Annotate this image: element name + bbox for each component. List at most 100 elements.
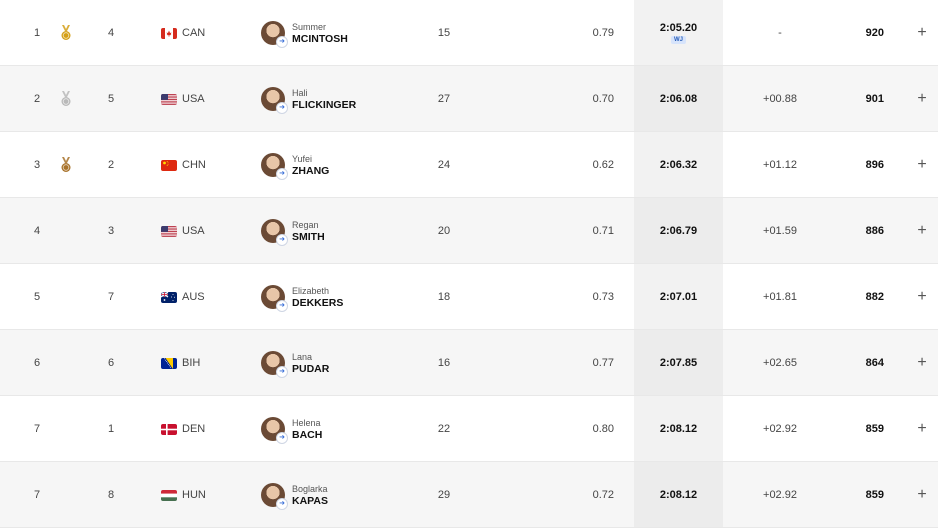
- reaction-time: 0.77: [592, 357, 614, 369]
- points: 859: [856, 396, 884, 462]
- time-value: 2:07.85: [659, 357, 698, 369]
- plus-icon: +: [917, 288, 927, 305]
- reaction-time: 0.71: [592, 225, 614, 237]
- country-code: HUN: [182, 489, 206, 501]
- athlete[interactable]: ➜ Regan SMITH: [261, 198, 325, 264]
- rank: 4: [33, 225, 41, 237]
- rank: 7: [33, 489, 41, 501]
- expand-row-button[interactable]: +: [914, 330, 930, 396]
- table-row[interactable]: 3 2 CHN ➜ Yufei ZHANG 24 0.62 2:06.32 +01.12 896 +: [0, 132, 938, 198]
- table-row[interactable]: 7 1 DEN ➜ Helena BACH 22 0.80 2:08.12 +02.92 859 +: [0, 396, 938, 462]
- age: 22: [437, 423, 451, 435]
- expand-row-button[interactable]: +: [914, 396, 930, 462]
- age: 27: [437, 93, 451, 105]
- time-value: 2:06.08: [659, 93, 698, 105]
- profile-link-icon: ➜: [276, 366, 288, 378]
- athlete-last-name: KAPAS: [292, 495, 328, 507]
- athlete[interactable]: ➜ Lana PUDAR: [261, 330, 329, 396]
- profile-link-icon: ➜: [276, 498, 288, 510]
- athlete-last-name: FLICKINGER: [292, 99, 357, 111]
- athlete-first-name: Hali: [292, 88, 308, 98]
- athlete-first-name: Helena: [292, 418, 321, 428]
- plus-icon: +: [917, 90, 927, 107]
- country: HUN: [161, 462, 206, 528]
- athlete[interactable]: ➜ Yufei ZHANG: [261, 132, 329, 198]
- result-time: 2:06.79: [634, 198, 723, 264]
- points: 896: [856, 132, 884, 198]
- athlete-first-name: Boglarka: [292, 484, 328, 494]
- points: 859: [856, 462, 884, 528]
- age: 15: [437, 27, 451, 39]
- table-row[interactable]: 7 8 HUN ➜ Boglarka KAPAS 29 0.72 2:08.12 +02.92 85…: [0, 462, 938, 528]
- expand-row-button[interactable]: +: [914, 132, 930, 198]
- age: 16: [437, 357, 451, 369]
- plus-icon: +: [917, 486, 927, 503]
- reaction-time: 0.73: [592, 291, 614, 303]
- points-value: 920: [865, 27, 884, 39]
- profile-link-icon: ➜: [276, 300, 288, 312]
- athlete[interactable]: ➜ Elizabeth DEKKERS: [261, 264, 343, 330]
- athlete[interactable]: ➜ Helena BACH: [261, 396, 322, 462]
- lane: 1: [107, 423, 115, 435]
- avatar: ➜: [261, 21, 288, 48]
- time-value: 2:06.32: [659, 159, 698, 171]
- plus-icon: +: [917, 354, 927, 371]
- athlete[interactable]: ➜ Hali FLICKINGER: [261, 66, 356, 132]
- country-code: USA: [182, 225, 205, 237]
- profile-link-icon: ➜: [276, 234, 288, 246]
- flag-icon: [161, 291, 177, 303]
- plus-icon: +: [917, 24, 927, 41]
- medal-cell: [58, 264, 74, 330]
- table-row[interactable]: 2 5 USA ➜ Hali FLICKINGER 27 0.70 2:06.08 +00.88 9…: [0, 66, 938, 132]
- rank: 1: [33, 27, 41, 39]
- athlete[interactable]: ➜ Boglarka KAPAS: [261, 462, 328, 528]
- lane: 3: [107, 225, 115, 237]
- expand-row-button[interactable]: +: [914, 198, 930, 264]
- flag-icon: [161, 225, 177, 237]
- flag-icon: [161, 489, 177, 501]
- avatar: ➜: [261, 219, 288, 246]
- rank: 6: [33, 357, 41, 369]
- rank: 5: [33, 291, 41, 303]
- result-time: 2:06.08: [634, 66, 723, 132]
- athlete-first-name: Summer: [292, 22, 327, 32]
- age: 20: [437, 225, 451, 237]
- points: 901: [856, 66, 884, 132]
- expand-row-button[interactable]: +: [914, 0, 930, 66]
- athlete-last-name: ZHANG: [292, 165, 330, 177]
- avatar: ➜: [261, 417, 288, 444]
- plus-icon: +: [917, 222, 927, 239]
- plus-icon: +: [917, 156, 927, 173]
- avatar: ➜: [261, 351, 288, 378]
- time-behind: +02.92: [763, 489, 797, 501]
- athlete-first-name: Regan: [292, 220, 319, 230]
- time-behind: -: [778, 27, 782, 39]
- athlete-last-name: BACH: [292, 429, 323, 441]
- avatar: ➜: [261, 87, 288, 114]
- points: 882: [856, 264, 884, 330]
- expand-row-button[interactable]: +: [914, 462, 930, 528]
- result-time: 2:05.20 WJ: [634, 0, 723, 66]
- lane: 7: [107, 291, 115, 303]
- rank: 3: [33, 159, 41, 171]
- country: CAN: [161, 0, 205, 66]
- athlete-last-name: SMITH: [292, 231, 325, 243]
- athlete[interactable]: ➜ Summer MCINTOSH: [261, 0, 348, 66]
- flag-icon: [161, 159, 177, 171]
- medal-cell: [58, 330, 74, 396]
- table-row[interactable]: 5 7 AUS ➜ Elizabeth DEKKERS 18 0.73 2:07.01 +01.8…: [0, 264, 938, 330]
- points-value: 896: [865, 159, 884, 171]
- table-row[interactable]: 6 6 BIH ➜ Lana PUDAR 16 0.77 2:07.85 +02.65 864 +: [0, 330, 938, 396]
- table-row[interactable]: 4 3 USA ➜ Regan SMITH 20 0.71 2:06.79 +01.59 886 +: [0, 198, 938, 264]
- expand-row-button[interactable]: +: [914, 66, 930, 132]
- country-code: DEN: [182, 423, 206, 435]
- result-time: 2:07.85: [634, 330, 723, 396]
- record-badge: WJ: [671, 36, 686, 44]
- time-value: 2:06.79: [659, 225, 698, 237]
- gold-medal-icon: [59, 25, 73, 41]
- country: CHN: [161, 132, 206, 198]
- medal-cell: [58, 0, 74, 66]
- expand-row-button[interactable]: +: [914, 264, 930, 330]
- flag-icon: [161, 93, 177, 105]
- table-row[interactable]: 1 4 CAN ➜ Summer MCINTOSH 15 0.79 2:05.20 WJ - 920 +: [0, 0, 938, 66]
